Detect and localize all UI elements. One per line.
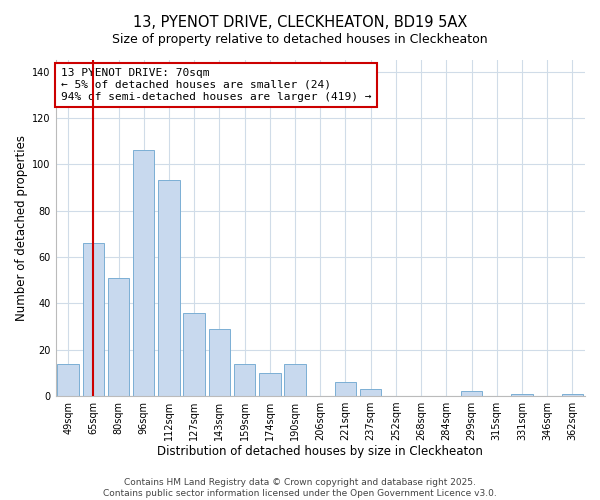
Bar <box>209 329 230 396</box>
Text: 13 PYENOT DRIVE: 70sqm
← 5% of detached houses are smaller (24)
94% of semi-deta: 13 PYENOT DRIVE: 70sqm ← 5% of detached … <box>61 68 371 102</box>
Text: Contains HM Land Registry data © Crown copyright and database right 2025.
Contai: Contains HM Land Registry data © Crown c… <box>103 478 497 498</box>
Text: 13, PYENOT DRIVE, CLECKHEATON, BD19 5AX: 13, PYENOT DRIVE, CLECKHEATON, BD19 5AX <box>133 15 467 30</box>
Y-axis label: Number of detached properties: Number of detached properties <box>15 135 28 321</box>
Bar <box>511 394 533 396</box>
Text: Size of property relative to detached houses in Cleckheaton: Size of property relative to detached ho… <box>112 32 488 46</box>
Bar <box>184 312 205 396</box>
Bar <box>284 364 306 396</box>
X-axis label: Distribution of detached houses by size in Cleckheaton: Distribution of detached houses by size … <box>157 444 483 458</box>
Bar <box>335 382 356 396</box>
Bar <box>562 394 583 396</box>
Bar <box>461 392 482 396</box>
Bar <box>83 243 104 396</box>
Bar <box>133 150 154 396</box>
Bar <box>259 373 281 396</box>
Bar <box>158 180 180 396</box>
Bar <box>360 389 382 396</box>
Bar <box>58 364 79 396</box>
Bar <box>108 278 129 396</box>
Bar <box>234 364 256 396</box>
